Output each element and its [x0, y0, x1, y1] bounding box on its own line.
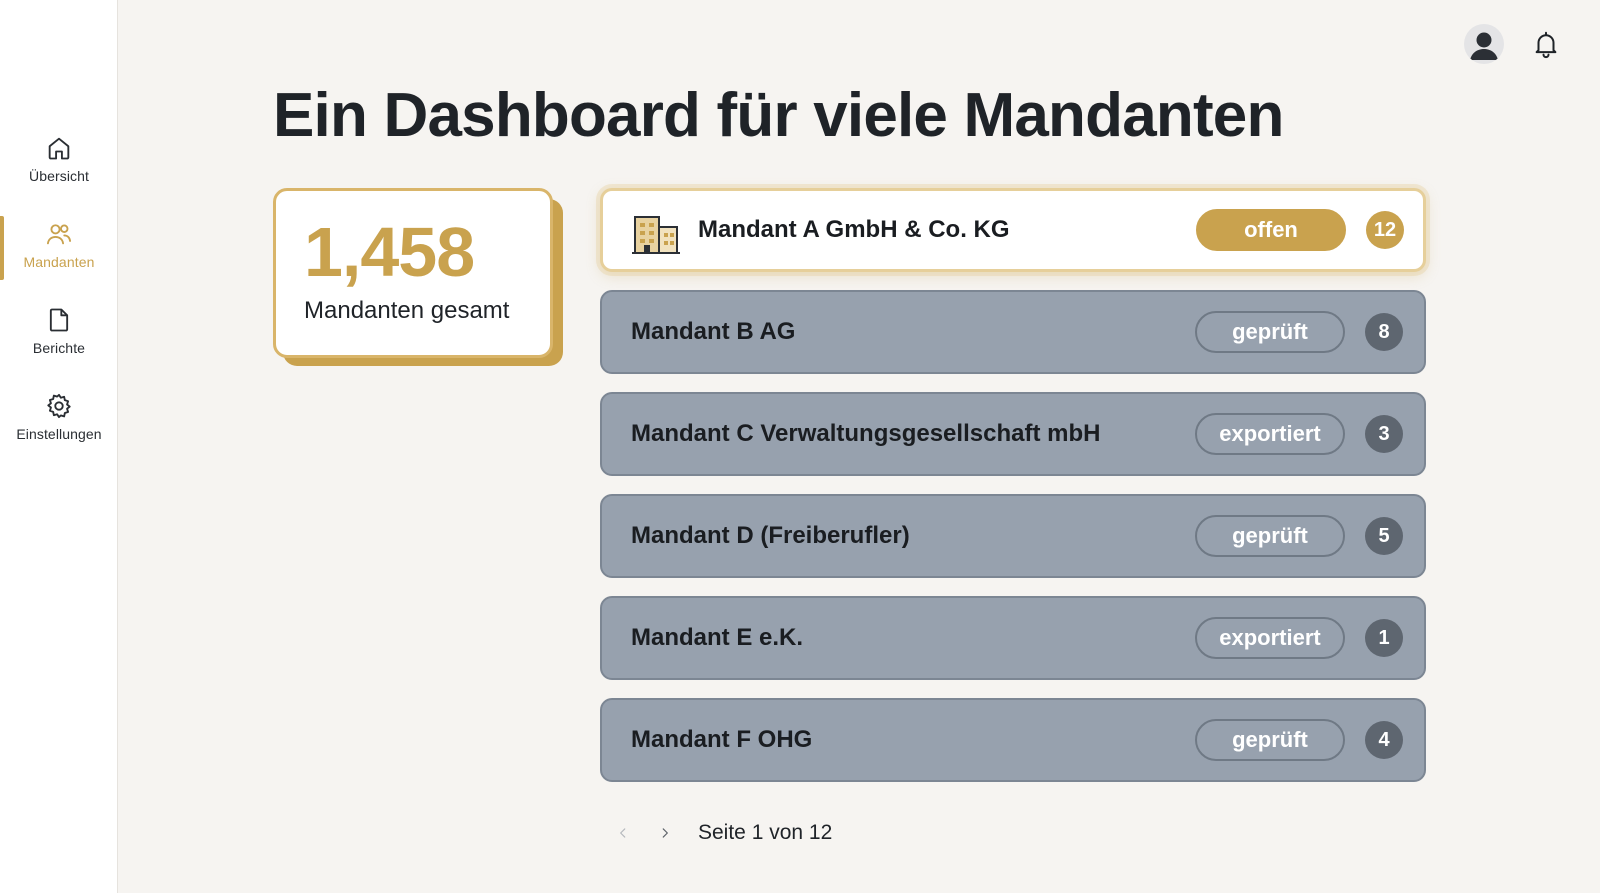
client-row[interactable]: Mandant A GmbH & Co. KG offen 12 — [600, 188, 1426, 272]
client-name: Mandant E e.K. — [631, 624, 804, 651]
avatar-icon[interactable] — [1464, 24, 1504, 64]
chevron-right-icon[interactable] — [650, 818, 680, 848]
gear-icon — [47, 393, 71, 419]
users-icon — [46, 224, 72, 245]
page-title: Ein Dashboard für viele Mandanten — [273, 81, 1284, 150]
status-badge[interactable]: geprüft — [1195, 311, 1345, 353]
document-icon — [49, 308, 69, 332]
status-badge[interactable]: offen — [1196, 209, 1346, 251]
status-badge[interactable]: exportiert — [1195, 413, 1345, 455]
nav-item-einstellungen[interactable]: Einstellungen — [0, 392, 118, 462]
client-row[interactable]: Mandant F OHG geprüft 4 — [600, 698, 1426, 782]
nav-item-uebersicht[interactable]: Übersicht — [0, 134, 118, 204]
building-icon — [632, 216, 680, 254]
nav-item-label: Berichte — [32, 340, 86, 356]
client-name: Mandant B AG — [631, 318, 796, 345]
count-badge: 4 — [1365, 721, 1403, 759]
nav-item-mandanten[interactable]: Mandanten — [0, 216, 118, 290]
count-badge: 1 — [1365, 619, 1403, 657]
client-name: Mandant F OHG — [631, 726, 813, 753]
chevron-left-icon[interactable] — [608, 818, 638, 848]
client-name: Mandant D (Freiberufler) — [631, 522, 910, 549]
client-row[interactable]: Mandant E e.K. exportiert 1 — [600, 596, 1426, 680]
count-badge: 12 — [1366, 211, 1404, 249]
home-icon — [48, 137, 70, 160]
client-row[interactable]: Mandant D (Freiberufler) geprüft 5 — [600, 494, 1426, 578]
count-badge: 5 — [1365, 517, 1403, 555]
client-name: Mandant C Verwaltungsgesellschaft mbH — [631, 420, 1101, 447]
pagination: Seite 1 von 12 — [608, 818, 832, 848]
client-row[interactable]: Mandant B AG geprüft 8 — [600, 290, 1426, 374]
nav-item-label: Einstellungen — [16, 426, 102, 442]
client-row[interactable]: Mandant C Verwaltungsgesellschaft mbH ex… — [600, 392, 1426, 476]
status-badge[interactable]: geprüft — [1195, 719, 1345, 761]
stat-label: Mandanten gesamt — [304, 297, 510, 324]
count-badge: 3 — [1365, 415, 1403, 453]
sidebar: Übersicht Mandanten Berichte Einstellung… — [0, 0, 118, 893]
stat-value: 1,458 — [304, 213, 475, 291]
nav-item-berichte[interactable]: Berichte — [0, 306, 118, 376]
stat-card: 1,458 Mandanten gesamt — [273, 188, 553, 358]
status-badge[interactable]: geprüft — [1195, 515, 1345, 557]
page-indicator: Seite 1 von 12 — [698, 821, 833, 844]
status-badge[interactable]: exportiert — [1195, 617, 1345, 659]
client-name: Mandant A GmbH & Co. KG — [698, 216, 1010, 243]
bell-icon[interactable] — [1526, 24, 1566, 64]
nav-item-label: Übersicht — [28, 168, 90, 184]
nav-item-label: Mandanten — [23, 254, 95, 270]
count-badge: 8 — [1365, 313, 1403, 351]
